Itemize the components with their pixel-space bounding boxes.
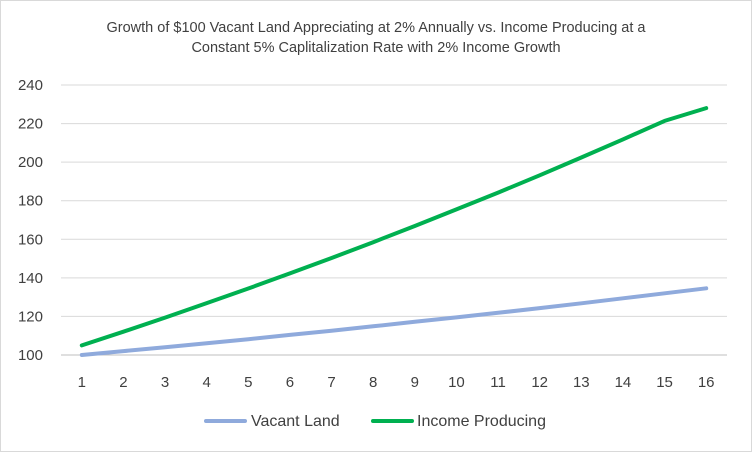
x-tick-label: 16 bbox=[698, 374, 715, 391]
x-tick-label: 3 bbox=[161, 374, 169, 391]
x-tick-label: 4 bbox=[203, 374, 211, 391]
x-axis-tick-labels: 1 2 3 4 5 6 7 8 9 10 11 12 13 14 15 16 bbox=[78, 374, 715, 391]
x-tick-label: 6 bbox=[286, 374, 294, 391]
chart-title-line-1: Growth of $100 Vacant Land Appreciating … bbox=[106, 20, 646, 36]
legend: Vacant Land Income Producing bbox=[204, 413, 546, 430]
y-tick-label: 240 bbox=[18, 77, 43, 94]
y-tick-label: 180 bbox=[18, 193, 43, 210]
chart-title: Growth of $100 Vacant Land Appreciating … bbox=[41, 18, 711, 58]
y-tick-label: 100 bbox=[18, 347, 43, 364]
x-tick-label: 10 bbox=[448, 374, 465, 391]
y-tick-label: 200 bbox=[18, 154, 43, 171]
y-tick-label: 140 bbox=[18, 270, 43, 287]
x-tick-label: 11 bbox=[490, 374, 506, 391]
chart-title-line-2: Constant 5% Caplitalization Rate with 2%… bbox=[191, 40, 561, 56]
x-tick-label: 12 bbox=[531, 374, 548, 391]
x-tick-label: 1 bbox=[78, 374, 86, 391]
y-axis-tick-labels: 100 120 140 160 180 200 220 240 bbox=[18, 77, 43, 364]
gridlines bbox=[61, 84, 727, 356]
x-tick-label: 15 bbox=[656, 374, 673, 391]
x-tick-label: 9 bbox=[411, 374, 419, 391]
y-tick-label: 220 bbox=[18, 116, 43, 133]
series-line-income-producing bbox=[79, 106, 709, 348]
x-tick-label: 8 bbox=[369, 374, 377, 391]
x-tick-label: 7 bbox=[327, 374, 335, 391]
y-tick-label: 160 bbox=[18, 231, 43, 248]
y-tick-label: 120 bbox=[18, 308, 43, 325]
legend-label: Vacant Land bbox=[251, 413, 340, 430]
series-lines bbox=[79, 106, 709, 357]
x-tick-label: 5 bbox=[244, 374, 252, 391]
x-tick-label: 2 bbox=[119, 374, 127, 391]
x-tick-label: 14 bbox=[615, 374, 632, 391]
series-line-vacant-land bbox=[79, 286, 709, 357]
legend-label: Income Producing bbox=[417, 413, 546, 430]
x-tick-label: 13 bbox=[573, 374, 590, 391]
